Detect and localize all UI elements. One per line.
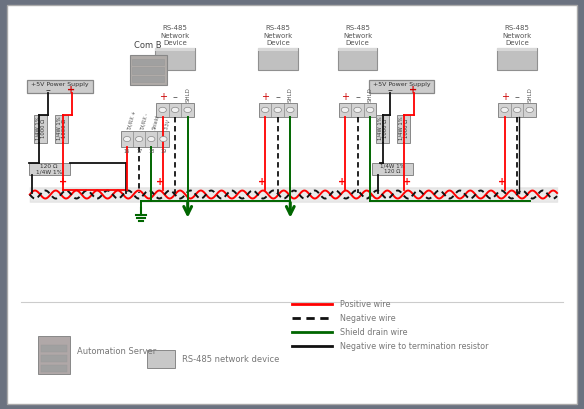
- Circle shape: [262, 107, 269, 112]
- Text: –: –: [173, 92, 178, 102]
- Bar: [157, 103, 194, 117]
- Text: +: +: [156, 178, 164, 187]
- Circle shape: [341, 107, 349, 112]
- Bar: [155, 48, 195, 51]
- Text: –: –: [515, 92, 520, 102]
- Bar: [398, 115, 410, 143]
- Circle shape: [526, 107, 533, 112]
- Circle shape: [160, 137, 167, 142]
- Bar: [27, 80, 92, 93]
- Text: +: +: [402, 178, 411, 187]
- Circle shape: [274, 107, 281, 112]
- Text: +: +: [409, 85, 418, 95]
- Text: +: +: [498, 178, 506, 187]
- Bar: [258, 48, 298, 70]
- Text: 17: 17: [136, 148, 142, 154]
- Bar: [39, 336, 69, 374]
- Bar: [133, 59, 164, 65]
- Text: RS-485
Network
Device: RS-485 Network Device: [502, 25, 532, 46]
- Text: 18: 18: [148, 148, 154, 154]
- Bar: [372, 163, 413, 175]
- Bar: [338, 48, 377, 51]
- Text: 19: 19: [161, 148, 166, 154]
- Text: RS-485 network device: RS-485 network device: [182, 355, 279, 364]
- Text: +: +: [500, 92, 509, 102]
- Circle shape: [148, 137, 155, 142]
- Text: RS-485
Network
Device: RS-485 Network Device: [161, 25, 190, 46]
- Bar: [41, 355, 67, 362]
- Bar: [339, 103, 376, 117]
- Text: Positive wire: Positive wire: [340, 300, 391, 309]
- Bar: [147, 350, 175, 368]
- Text: –: –: [388, 85, 392, 95]
- Bar: [369, 80, 434, 93]
- Text: 120 Ω
1/4W 1%: 120 Ω 1/4W 1%: [36, 164, 62, 174]
- Text: Shield: Shield: [151, 115, 160, 130]
- Text: +: +: [59, 178, 67, 187]
- Text: Negative wire to termination resistor: Negative wire to termination resistor: [340, 342, 489, 351]
- Bar: [259, 103, 297, 117]
- Bar: [133, 76, 164, 82]
- Bar: [498, 103, 536, 117]
- Text: +: +: [338, 178, 346, 187]
- Text: 1/4W 1%
1000 Ω: 1/4W 1% 1000 Ω: [377, 117, 388, 140]
- Bar: [130, 55, 166, 85]
- Bar: [133, 67, 164, 74]
- Text: –: –: [355, 92, 360, 102]
- Bar: [29, 163, 69, 175]
- Circle shape: [123, 137, 131, 142]
- Text: +: +: [258, 178, 266, 187]
- Bar: [41, 364, 67, 372]
- Bar: [121, 131, 169, 146]
- Text: SHLD: SHLD: [288, 88, 293, 102]
- Circle shape: [513, 107, 521, 112]
- Text: RS-485
Network
Device: RS-485 Network Device: [263, 25, 293, 46]
- Circle shape: [184, 107, 192, 112]
- Text: Shield drain wire: Shield drain wire: [340, 328, 408, 337]
- Text: TX/RX -: TX/RX -: [139, 112, 149, 130]
- Text: RS-485
Network
Device: RS-485 Network Device: [343, 25, 372, 46]
- Text: 1/4W 1%
1000 Ω: 1/4W 1% 1000 Ω: [398, 117, 409, 140]
- Circle shape: [366, 107, 374, 112]
- Circle shape: [135, 137, 143, 142]
- Text: +5V Power Supply: +5V Power Supply: [373, 82, 430, 87]
- Bar: [338, 48, 377, 70]
- Text: 1/4W 1%
120 Ω: 1/4W 1% 120 Ω: [380, 164, 405, 174]
- Circle shape: [287, 107, 294, 112]
- Text: SHLD: SHLD: [185, 88, 190, 102]
- Text: +: +: [341, 92, 349, 102]
- Text: Negative wire: Negative wire: [340, 314, 396, 323]
- Bar: [258, 48, 298, 51]
- Text: 1/4W 1%
1000 Ω: 1/4W 1% 1000 Ω: [35, 117, 46, 140]
- Text: +: +: [159, 92, 166, 102]
- Text: –: –: [275, 92, 280, 102]
- Text: SHLD: SHLD: [367, 88, 373, 102]
- Text: +5V Power Supply: +5V Power Supply: [31, 82, 89, 87]
- Bar: [497, 48, 537, 51]
- Text: 16: 16: [124, 148, 130, 154]
- Bar: [376, 115, 389, 143]
- Bar: [41, 345, 67, 352]
- Text: 1/4W 1%
1000 Ω: 1/4W 1% 1000 Ω: [56, 117, 67, 140]
- Bar: [155, 48, 195, 70]
- Text: Automation Server: Automation Server: [77, 347, 156, 356]
- Text: Com B: Com B: [134, 41, 162, 50]
- Bar: [55, 115, 68, 143]
- Text: +: +: [68, 85, 75, 95]
- Circle shape: [501, 107, 508, 112]
- Circle shape: [171, 107, 179, 112]
- Text: 3.3V: 3.3V: [164, 119, 171, 130]
- Text: TX/RX +: TX/RX +: [127, 110, 137, 130]
- Bar: [497, 48, 537, 70]
- Text: –: –: [46, 85, 50, 95]
- Bar: [34, 115, 47, 143]
- Circle shape: [159, 107, 166, 112]
- Text: SHLD: SHLD: [527, 88, 532, 102]
- Text: +: +: [261, 92, 269, 102]
- Circle shape: [354, 107, 361, 112]
